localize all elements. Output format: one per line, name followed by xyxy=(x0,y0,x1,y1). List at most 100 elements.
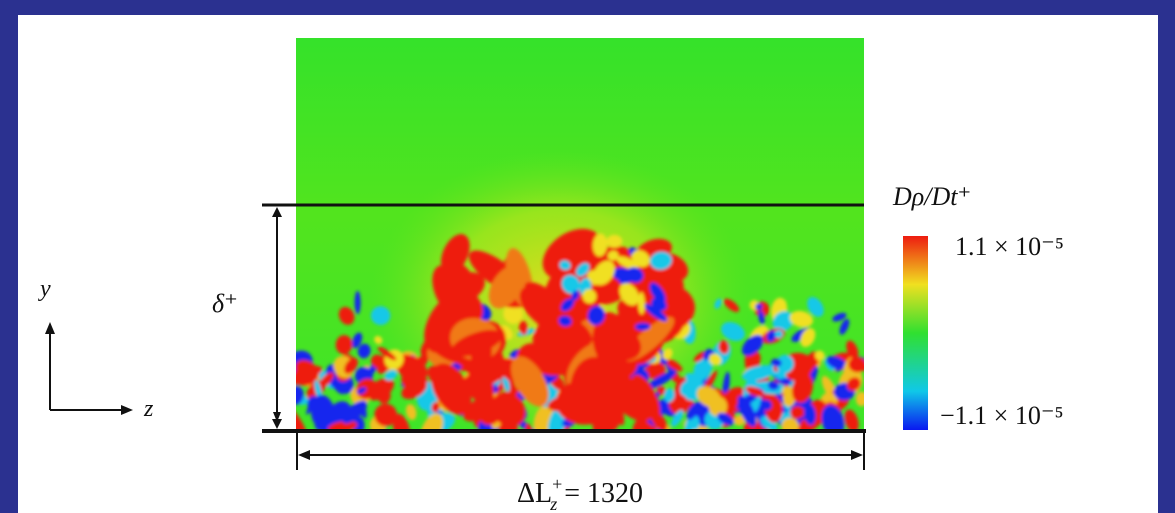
field-patch xyxy=(558,315,572,327)
width-label-rest: = 1320 xyxy=(557,478,643,509)
field-patch xyxy=(714,298,722,309)
field-patch xyxy=(592,233,608,257)
field-patch xyxy=(668,393,689,415)
field-patch xyxy=(533,404,555,430)
field-patch xyxy=(405,404,417,421)
field-patch xyxy=(721,322,745,342)
field-patch xyxy=(644,303,668,322)
field-patch xyxy=(717,412,735,426)
field-patch xyxy=(684,415,694,430)
field-patch xyxy=(844,409,859,430)
field-patch xyxy=(781,417,799,430)
field-patch xyxy=(637,292,645,315)
field-patch xyxy=(560,298,574,312)
field-patch xyxy=(625,267,644,283)
field-patch xyxy=(741,365,775,382)
field-patch xyxy=(733,415,746,426)
field-patch xyxy=(718,340,730,355)
field-patch xyxy=(839,318,850,335)
field-patch xyxy=(451,329,503,357)
width-label: ΔL+ z = 1320 xyxy=(517,474,643,513)
colorbar-title: Dρ/Dt⁺ xyxy=(892,182,971,211)
field-patch xyxy=(619,283,639,306)
field-patch xyxy=(663,388,675,403)
field-patch xyxy=(832,312,847,322)
field-patch xyxy=(415,355,429,367)
field-patch xyxy=(761,399,772,411)
field-patch xyxy=(575,262,590,277)
field-patch xyxy=(694,359,715,369)
field-patch xyxy=(649,282,666,303)
field-patch xyxy=(587,305,605,326)
field-patch xyxy=(370,306,391,326)
field-patch xyxy=(606,234,623,248)
field-patch xyxy=(760,416,778,430)
field-patch xyxy=(374,403,398,427)
field-patch xyxy=(737,395,757,427)
field-patch xyxy=(377,346,397,361)
field-patch xyxy=(354,290,361,315)
width-label-sub: z xyxy=(549,494,557,513)
field-patch xyxy=(807,297,824,317)
field-patch xyxy=(452,262,479,301)
field-patch xyxy=(511,356,549,407)
field-patch xyxy=(351,332,363,349)
field-patch xyxy=(352,417,365,430)
field-patch xyxy=(371,354,384,368)
field-patch xyxy=(664,358,683,372)
field-patch xyxy=(503,303,524,324)
field-patch xyxy=(848,356,864,373)
field-patch xyxy=(758,310,765,325)
field-patch xyxy=(755,303,763,311)
width-label-sup: + xyxy=(552,474,562,494)
field-patch xyxy=(671,409,684,427)
field-patch xyxy=(855,391,864,407)
field-patch xyxy=(789,310,813,328)
field-patch xyxy=(571,290,580,301)
field-patch xyxy=(470,341,493,367)
field-patch xyxy=(846,377,861,391)
width-label-base: ΔL xyxy=(517,478,552,509)
field-patch xyxy=(778,299,787,310)
axis-icon-head xyxy=(121,405,133,415)
field-patch xyxy=(616,256,639,270)
field-patch xyxy=(772,311,794,332)
field-patch xyxy=(431,401,440,413)
field-patch xyxy=(338,306,355,325)
field-patch xyxy=(693,351,706,363)
field-patch xyxy=(745,386,765,397)
field-patch xyxy=(377,388,391,404)
field-patch xyxy=(587,270,608,285)
colorbar-max-label: 1.1 × 10⁻⁵ xyxy=(955,232,1064,261)
field-patch xyxy=(374,335,383,345)
field-patch xyxy=(650,251,672,270)
field-patch xyxy=(431,363,472,415)
field-patch xyxy=(518,320,528,335)
field-patch xyxy=(743,421,767,430)
field-patch xyxy=(335,335,353,355)
field-patch xyxy=(645,370,677,390)
field-patch xyxy=(766,330,777,342)
colorbar-min-label: −1.1 × 10⁻⁵ xyxy=(940,401,1064,430)
field-patch xyxy=(741,334,764,356)
field-patch xyxy=(595,323,642,361)
field-patch xyxy=(771,358,782,367)
field-patch xyxy=(307,395,319,411)
field-patch xyxy=(814,350,825,361)
field-patch xyxy=(357,387,367,395)
field-patch xyxy=(582,289,597,304)
field-patch xyxy=(767,380,779,391)
field-patch xyxy=(296,385,304,405)
field-patch xyxy=(607,250,619,261)
field-patch xyxy=(631,374,661,419)
field-patch xyxy=(384,369,398,381)
field-patch xyxy=(342,400,368,424)
field-patch xyxy=(662,348,673,360)
field-patch xyxy=(357,343,371,359)
field-patch xyxy=(573,367,609,397)
field-patch xyxy=(744,411,754,420)
field-patch xyxy=(470,364,494,411)
field-patch xyxy=(800,328,816,348)
field-patch xyxy=(559,260,571,271)
